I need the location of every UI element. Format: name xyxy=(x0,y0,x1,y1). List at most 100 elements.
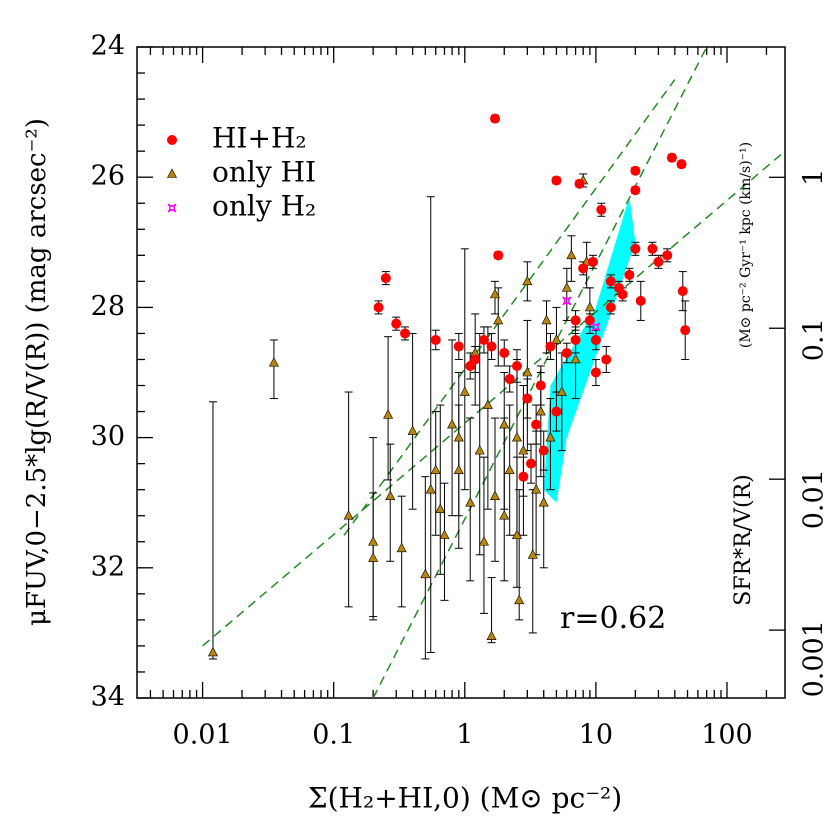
error-bar xyxy=(436,404,445,575)
point xyxy=(504,464,515,474)
point xyxy=(605,302,616,313)
x-axis-label: Σ(H₂+HI,0) (M⊙ pc⁻²) xyxy=(308,782,622,815)
point xyxy=(435,503,446,514)
point xyxy=(499,347,510,358)
point xyxy=(453,431,464,442)
point xyxy=(465,497,476,507)
point xyxy=(662,250,673,261)
y-tick-label: 28 xyxy=(91,291,125,322)
point xyxy=(531,419,542,430)
point xyxy=(447,418,458,429)
point xyxy=(535,380,546,391)
error-bar xyxy=(384,336,393,481)
point xyxy=(383,409,394,419)
point xyxy=(535,405,546,416)
plot-area xyxy=(202,47,785,698)
point xyxy=(486,630,497,640)
point xyxy=(666,152,677,163)
point xyxy=(459,386,470,396)
point xyxy=(343,510,354,520)
legend-marker xyxy=(167,203,177,213)
point xyxy=(490,490,501,500)
point xyxy=(541,314,552,325)
error-bar xyxy=(426,196,435,653)
point xyxy=(647,243,658,254)
point xyxy=(566,249,577,260)
annotation: r=0.62 xyxy=(560,601,666,636)
y-tick-label: 32 xyxy=(91,551,125,582)
error-bar xyxy=(500,417,509,582)
point xyxy=(630,185,641,196)
point xyxy=(368,536,379,546)
point xyxy=(482,399,493,409)
point xyxy=(439,529,450,540)
point xyxy=(584,301,595,312)
error-bar xyxy=(386,443,395,562)
point xyxy=(518,471,529,482)
fit-line xyxy=(202,150,785,647)
point xyxy=(407,425,418,435)
point xyxy=(499,510,510,520)
error-bar xyxy=(344,391,353,608)
y2-axis-label: SFR*R/V(R) xyxy=(731,474,756,606)
point xyxy=(511,431,522,442)
x-tick-label: 1 xyxy=(456,720,473,751)
point xyxy=(490,113,501,124)
point xyxy=(474,444,485,455)
fit-line xyxy=(343,79,676,536)
point xyxy=(430,334,441,345)
point xyxy=(653,256,664,267)
point xyxy=(561,347,572,358)
plot-frame xyxy=(136,46,786,699)
legend-marker xyxy=(167,168,177,178)
error-bar xyxy=(454,372,463,517)
point xyxy=(490,288,501,299)
point xyxy=(504,374,515,385)
point xyxy=(522,366,533,377)
point xyxy=(578,263,589,274)
point xyxy=(526,458,537,469)
error-bar xyxy=(440,482,449,601)
point xyxy=(511,360,522,371)
y2-tick-label: 1 xyxy=(799,169,830,186)
point xyxy=(570,315,581,326)
point xyxy=(465,360,476,371)
point xyxy=(551,406,562,417)
error-bar xyxy=(479,456,488,614)
point xyxy=(268,357,279,367)
point xyxy=(493,314,504,325)
point xyxy=(590,334,601,345)
error-bar xyxy=(269,339,278,400)
y2-axis-unit: (M⊙ pc⁻² Gyr⁻¹ kpc (km/s)⁻¹) xyxy=(738,142,754,348)
point xyxy=(425,484,436,494)
point xyxy=(518,444,529,455)
point xyxy=(527,549,538,559)
point xyxy=(499,418,510,429)
point xyxy=(531,484,542,494)
point xyxy=(373,302,384,313)
point xyxy=(605,276,616,287)
x-tick-label: 10 xyxy=(579,720,613,751)
point xyxy=(561,282,572,292)
shaded-region xyxy=(543,196,636,503)
y2-tick-label: 0.1 xyxy=(799,318,830,361)
point xyxy=(680,325,691,336)
y-tick-label: 34 xyxy=(91,682,125,713)
point xyxy=(676,159,687,170)
x-tick-label: 100 xyxy=(701,720,753,751)
error-bar xyxy=(519,385,528,536)
point xyxy=(400,328,411,339)
point xyxy=(486,341,497,352)
point xyxy=(380,273,391,284)
point xyxy=(596,204,607,215)
y-tick-label: 30 xyxy=(91,421,125,452)
point xyxy=(601,354,612,365)
point xyxy=(453,341,464,352)
point xyxy=(570,353,581,364)
point xyxy=(420,568,431,579)
point xyxy=(538,445,549,456)
point xyxy=(630,243,641,254)
point xyxy=(478,536,489,546)
